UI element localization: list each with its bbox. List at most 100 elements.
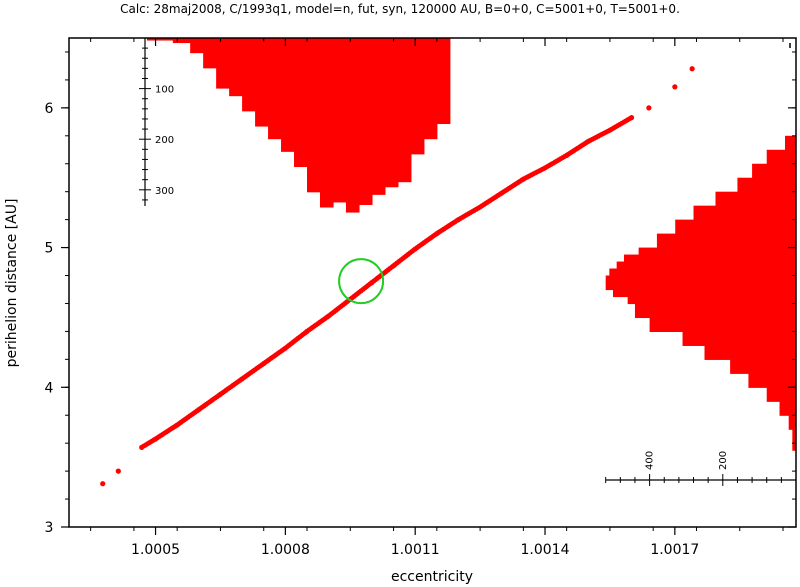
x-tick-label: 1.0011 — [391, 542, 440, 558]
data-point — [324, 314, 330, 320]
y-tick-label: 3 — [45, 520, 54, 536]
top-histogram — [146, 38, 451, 213]
data-point — [172, 423, 178, 429]
data-point — [672, 84, 678, 90]
right-histogram-bar — [675, 219, 796, 235]
data-point — [302, 330, 308, 336]
top-histogram-bar — [332, 38, 347, 203]
top-histogram-bar — [281, 38, 295, 152]
top-histogram-bar — [436, 38, 451, 125]
top-histogram-bar — [307, 38, 321, 193]
right-histogram-bar — [766, 387, 796, 402]
right-histogram-bar — [715, 191, 796, 207]
right-histogram-bar — [766, 149, 796, 165]
right-histogram-bar — [649, 317, 796, 332]
y-axis: 3 4 5 6 — [45, 51, 796, 536]
right-histogram-bar — [730, 359, 796, 374]
data-point — [646, 105, 652, 111]
top-scale-label: 300 — [155, 186, 174, 197]
data-point — [627, 116, 633, 122]
x-tick-label: 1.0014 — [521, 542, 570, 558]
data-point — [237, 377, 243, 383]
right-histogram-bar — [693, 205, 796, 221]
data-point — [540, 166, 546, 172]
data-point — [562, 154, 568, 160]
top-histogram-bar — [242, 38, 256, 112]
x-axis: 1.0005 1.0008 1.0011 1.0014 1.0017 — [90, 38, 784, 558]
y-tick-label: 6 — [45, 101, 54, 117]
data-point — [410, 247, 416, 253]
top-histogram-scale: 100 200 300 — [139, 37, 791, 206]
right-histogram-bar — [656, 233, 796, 249]
right-histogram-bar — [748, 373, 796, 388]
data-point — [519, 177, 525, 183]
top-histogram-bar — [203, 38, 217, 69]
top-histogram-bar — [358, 38, 373, 205]
top-histogram-bar — [216, 38, 230, 89]
y-tick-label: 5 — [45, 241, 54, 257]
highlight-marker-circle — [338, 258, 385, 305]
data-point — [497, 191, 503, 197]
right-histogram-bar — [752, 163, 796, 179]
data-point — [689, 66, 695, 72]
right-histogram-bar — [638, 247, 796, 256]
right-histogram-bar — [704, 345, 796, 360]
y-tick-label: 4 — [45, 380, 54, 396]
top-histogram-bar — [146, 38, 174, 41]
right-histogram-bar — [616, 261, 796, 270]
x-tick-label: 1.0005 — [131, 542, 180, 558]
data-point — [583, 140, 589, 146]
scatter-series — [100, 66, 695, 487]
right-histogram-bar — [623, 254, 796, 263]
chart-title: Calc: 28maj2008, C/1993q1, model=n, fut,… — [120, 2, 680, 16]
right-histogram-bar — [627, 296, 796, 305]
data-point — [281, 346, 287, 352]
top-histogram-bar — [255, 38, 269, 127]
top-scale-label: 200 — [155, 135, 174, 146]
x-axis-label: eccentricity — [391, 569, 473, 585]
right-histogram-bar — [737, 177, 796, 193]
top-histogram-bar — [410, 38, 425, 155]
right-histogram-bar — [634, 303, 796, 319]
data-point — [151, 437, 157, 443]
top-histogram-bar — [371, 38, 386, 195]
right-histogram-bar — [605, 275, 796, 284]
x-tick-label: 1.0017 — [650, 542, 699, 558]
top-histogram-bar — [190, 38, 204, 54]
data-point — [389, 264, 395, 270]
right-histogram-scale: 400 200 — [605, 451, 797, 486]
right-histogram-bar — [785, 135, 796, 151]
top-histogram-bar — [268, 38, 282, 140]
top-histogram-bar — [423, 38, 438, 140]
y-axis-label: perihelion distance [AU] — [4, 199, 20, 368]
right-histogram-bar — [605, 282, 796, 291]
top-histogram-bar — [384, 38, 399, 188]
right-scale-label: 200 — [718, 451, 729, 470]
right-histogram-bar — [609, 268, 796, 277]
data-point — [367, 281, 373, 287]
top-histogram-bar — [319, 38, 334, 208]
top-histogram-bar — [397, 38, 412, 183]
data-point — [475, 205, 481, 211]
data-point — [194, 408, 200, 414]
data-point — [259, 362, 265, 368]
data-point — [605, 128, 611, 134]
plot-frame — [68, 37, 797, 528]
right-histogram-bar — [788, 415, 796, 430]
top-histogram-bar — [294, 38, 308, 168]
right-histogram-bar — [779, 401, 796, 416]
right-histogram-bar — [613, 289, 796, 298]
right-histogram-bar — [792, 429, 796, 451]
right-histogram-bar — [682, 331, 796, 346]
top-histogram-bar — [172, 38, 191, 44]
top-scale-label: 100 — [155, 85, 174, 96]
top-histogram-bar — [229, 38, 243, 97]
data-point — [100, 481, 106, 487]
data-point — [216, 393, 222, 399]
data-point — [454, 218, 460, 224]
right-histogram — [605, 135, 796, 451]
x-tick-label: 1.0008 — [261, 542, 310, 558]
data-point — [432, 232, 438, 238]
right-scale-label: 400 — [645, 451, 656, 470]
